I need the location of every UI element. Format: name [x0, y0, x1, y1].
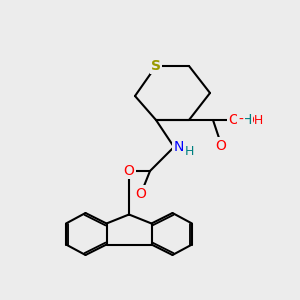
Text: O: O — [215, 139, 226, 152]
Text: -: - — [238, 113, 243, 127]
Text: O: O — [124, 164, 134, 178]
Text: H: H — [242, 113, 252, 127]
Text: H: H — [184, 145, 194, 158]
Text: O: O — [229, 113, 239, 127]
Text: O: O — [136, 187, 146, 200]
Text: S: S — [151, 59, 161, 73]
Text: N: N — [173, 140, 184, 154]
Text: OH: OH — [244, 113, 264, 127]
